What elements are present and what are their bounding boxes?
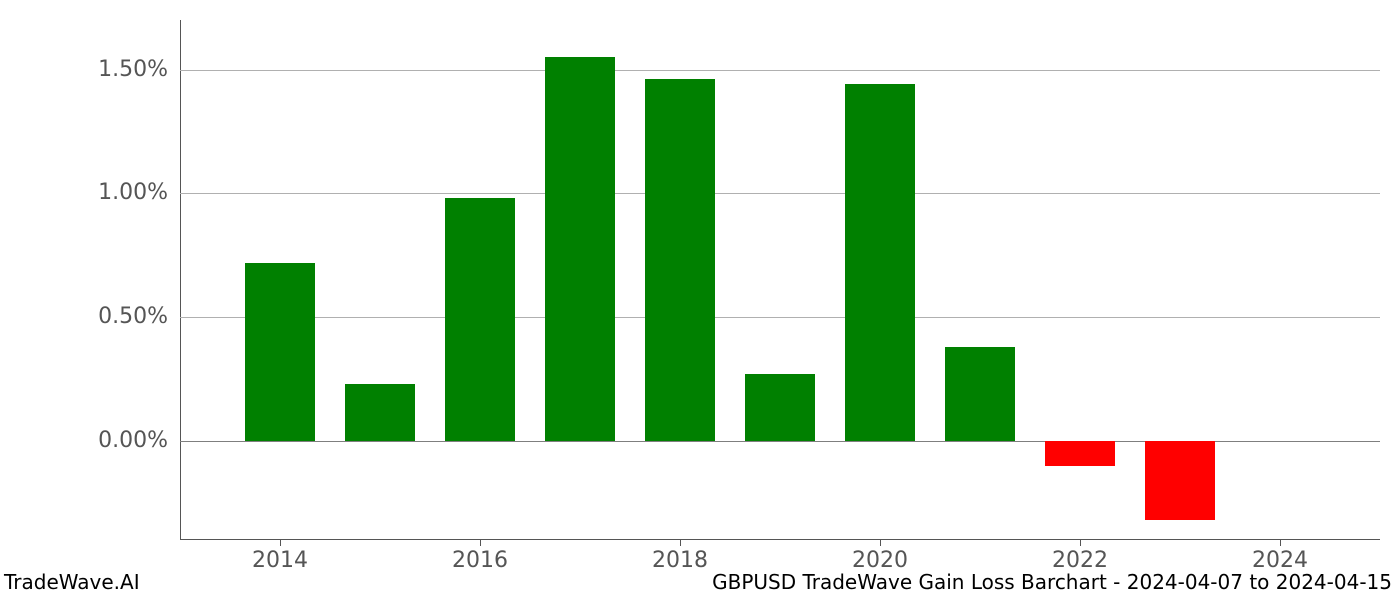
ytick-label: 1.50% bbox=[98, 57, 168, 82]
spine-bottom bbox=[180, 539, 1380, 540]
gridline bbox=[180, 193, 1380, 194]
gridline bbox=[180, 70, 1380, 71]
xtick-mark bbox=[880, 540, 881, 546]
xtick-mark bbox=[1080, 540, 1081, 546]
xtick-mark bbox=[480, 540, 481, 546]
spine-left bbox=[180, 20, 181, 540]
bar-2014 bbox=[245, 263, 315, 441]
bar-2015 bbox=[345, 384, 415, 441]
bar-2023 bbox=[1145, 441, 1215, 520]
bar-2019 bbox=[745, 374, 815, 441]
ytick-label: 0.00% bbox=[98, 428, 168, 453]
bar-2022 bbox=[1045, 441, 1115, 466]
ytick-label: 0.50% bbox=[98, 304, 168, 329]
bar-2017 bbox=[545, 57, 615, 441]
footer-brand: TradeWave.AI bbox=[4, 570, 140, 594]
bar-2020 bbox=[845, 84, 915, 441]
xtick-label: 2014 bbox=[250, 548, 310, 573]
bar-2018 bbox=[645, 79, 715, 441]
xtick-label: 2016 bbox=[450, 548, 510, 573]
xtick-mark bbox=[280, 540, 281, 546]
chart-area: 0.00%0.50%1.00%1.50%20142016201820202022… bbox=[180, 20, 1380, 540]
ytick-label: 1.00% bbox=[98, 180, 168, 205]
gridline bbox=[180, 317, 1380, 318]
plot-area: 0.00%0.50%1.00%1.50%20142016201820202022… bbox=[180, 20, 1380, 540]
xtick-mark bbox=[1280, 540, 1281, 546]
footer-caption: GBPUSD TradeWave Gain Loss Barchart - 20… bbox=[712, 570, 1392, 594]
xtick-mark bbox=[680, 540, 681, 546]
bar-2016 bbox=[445, 198, 515, 441]
bar-2021 bbox=[945, 347, 1015, 441]
xtick-label: 2018 bbox=[650, 548, 710, 573]
